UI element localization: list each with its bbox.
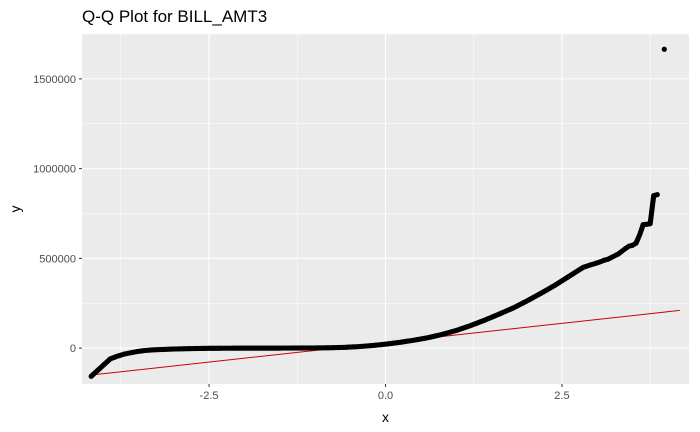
major-grid [82, 34, 689, 384]
x-tick-label: 0.0 [378, 390, 393, 402]
y-tick-label: 1500000 [33, 74, 76, 86]
y-axis-title: y [7, 206, 23, 213]
x-tick-label: 2.5 [554, 390, 569, 402]
x-tick-label: -2.5 [200, 390, 219, 402]
x-axis: -2.5 0.0 2.5 [200, 384, 570, 402]
y-axis: 0 500000 1000000 1500000 [33, 74, 82, 355]
data-point [661, 46, 667, 52]
y-tick-label: 500000 [39, 253, 76, 265]
data-points [88, 46, 667, 379]
data-point [652, 192, 659, 198]
y-tick-label: 0 [70, 343, 76, 355]
data-point [617, 249, 623, 256]
x-axis-title: x [382, 409, 389, 425]
y-tick-label: 1000000 [33, 164, 76, 176]
chart-title: Q-Q Plot for BILL_AMT3 [82, 7, 267, 26]
